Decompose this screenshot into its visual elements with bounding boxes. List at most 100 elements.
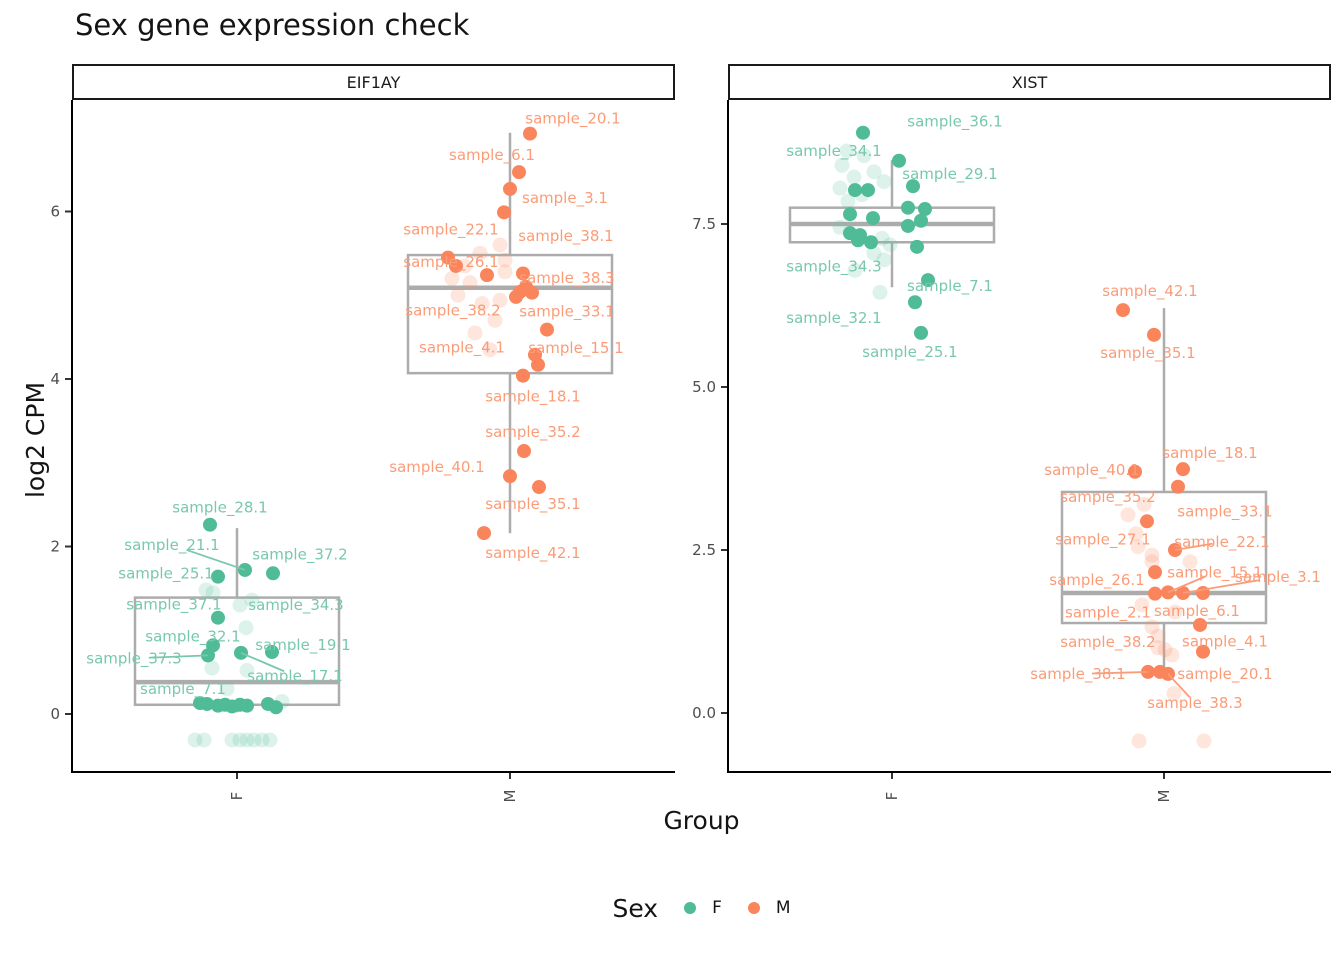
data-point xyxy=(503,469,517,484)
point-label: sample_32.1 xyxy=(145,627,240,646)
data-point xyxy=(516,368,530,383)
data-point-faded xyxy=(1128,526,1144,542)
data-point-faded xyxy=(1144,547,1160,563)
data-point-faded xyxy=(1150,640,1166,656)
point-label: sample_25.1 xyxy=(118,565,213,584)
point-label: sample_29.1 xyxy=(902,165,997,184)
data-point xyxy=(516,266,530,281)
point-label: sample_18.1 xyxy=(1162,444,1257,463)
point-label: sample_27.1 xyxy=(1055,531,1150,550)
point-label: sample_38.3 xyxy=(1147,694,1242,713)
point-label: sample_6.1 xyxy=(449,146,535,165)
plot-title: Sex gene expression check xyxy=(75,8,470,42)
point-label: sample_38.3 xyxy=(519,269,614,288)
point-label: sample_35.1 xyxy=(1100,344,1195,363)
data-point-faded xyxy=(876,252,892,268)
leader-line xyxy=(1182,579,1260,594)
data-point-faded xyxy=(866,164,882,180)
data-point xyxy=(531,357,545,372)
facet-strip-xist: XIST xyxy=(728,64,1331,100)
point-label: sample_38.2 xyxy=(405,301,500,320)
data-point xyxy=(856,125,870,140)
data-point xyxy=(914,325,928,340)
point-label: sample_38.2 xyxy=(1060,633,1155,652)
point-label: sample_32.1 xyxy=(786,309,881,328)
data-point-faded xyxy=(462,275,478,291)
data-point-faded xyxy=(492,237,508,253)
data-point xyxy=(240,698,254,713)
data-point-faded xyxy=(497,252,513,268)
data-point xyxy=(910,239,924,254)
point-label: sample_38.1 xyxy=(518,227,613,246)
data-point-faded xyxy=(1167,604,1183,620)
data-point xyxy=(211,569,225,584)
data-point xyxy=(921,273,935,288)
data-point xyxy=(908,295,922,310)
data-point xyxy=(1148,565,1162,580)
data-point xyxy=(540,322,554,337)
point-label: sample_35.2 xyxy=(485,423,580,442)
data-point xyxy=(523,126,537,141)
data-point xyxy=(1171,479,1185,494)
data-point-faded xyxy=(1164,647,1180,663)
legend-item-m: M xyxy=(747,898,791,918)
data-point xyxy=(509,289,523,304)
point-label: sample_2.1 xyxy=(1065,604,1151,623)
leader-line xyxy=(186,549,246,571)
leader-line xyxy=(148,654,209,659)
point-label: sample_35.2 xyxy=(1060,488,1155,507)
data-point xyxy=(1128,464,1142,479)
point-label: sample_26.1 xyxy=(1049,571,1144,590)
data-point xyxy=(861,183,875,198)
point-label: sample_3.1 xyxy=(522,189,608,208)
data-point-faded xyxy=(224,732,240,748)
data-point-faded xyxy=(1144,619,1160,635)
point-label: sample_17.1 xyxy=(247,667,342,686)
point-label: sample_22.1 xyxy=(1174,533,1269,552)
point-label: sample_37.2 xyxy=(252,545,347,564)
point-label: sample_7.1 xyxy=(907,277,993,296)
legend-swatch-f-icon xyxy=(684,902,697,914)
data-point-faded xyxy=(474,296,490,312)
data-point xyxy=(517,444,531,459)
point-label: sample_36.1 xyxy=(907,113,1002,132)
data-point xyxy=(901,218,915,233)
point-label: sample_4.1 xyxy=(419,339,505,358)
data-point-faded xyxy=(196,732,212,748)
data-point-faded xyxy=(187,732,203,748)
point-label: sample_42.1 xyxy=(1102,282,1197,301)
point-label: sample_28.1 xyxy=(172,499,267,518)
y-tick-label: 0.0 xyxy=(692,704,716,722)
x-tick-label: M xyxy=(1155,790,1173,803)
data-point xyxy=(497,205,511,220)
point-label: sample_35.1 xyxy=(485,495,580,514)
point-label: sample_34.3 xyxy=(786,257,881,276)
data-point xyxy=(866,211,880,226)
point-label: sample_33.1 xyxy=(519,303,614,322)
point-label: sample_34.3 xyxy=(248,596,343,615)
data-point-faded xyxy=(1150,628,1166,644)
x-tick-label: F xyxy=(228,792,246,801)
point-label: sample_40.1 xyxy=(389,458,484,477)
data-point-faded xyxy=(262,732,278,748)
x-tick-label: F xyxy=(883,792,901,801)
y-tick-label: 6 xyxy=(50,203,60,221)
point-label: sample_25.1 xyxy=(862,343,957,362)
point-label: sample_6.1 xyxy=(1154,602,1240,621)
point-label: sample_20.1 xyxy=(525,110,620,129)
point-label: sample_38.1 xyxy=(1030,665,1125,684)
point-label: sample_40.1 xyxy=(1044,461,1139,480)
data-point-faded xyxy=(874,230,890,246)
point-label: sample_37.1 xyxy=(126,596,221,615)
data-point-faded xyxy=(1136,496,1152,512)
data-point xyxy=(906,179,920,194)
legend-swatch-m-icon xyxy=(747,902,760,914)
data-point xyxy=(449,258,463,273)
data-point xyxy=(1196,644,1210,659)
data-point-faded xyxy=(1120,507,1136,523)
point-label: sample_7.1 xyxy=(140,680,226,699)
data-point-faded xyxy=(444,271,460,286)
data-point-faded xyxy=(1131,733,1147,749)
